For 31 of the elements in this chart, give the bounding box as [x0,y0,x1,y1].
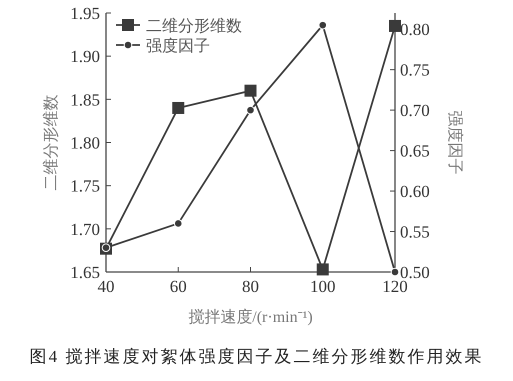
point [318,20,328,30]
point [244,84,256,97]
point [102,243,110,252]
x-tick-label: 60 [170,277,187,296]
y-tick-label: 1.70 [70,220,100,239]
legend-label: 强度因子 [146,37,210,55]
legend-label: 二维分形维数 [146,17,242,35]
y-tick-label: 1.90 [70,47,100,66]
y-tick-label: 1.75 [70,176,100,196]
caption: 图4 搅拌速度对絮体强度因子及二维分形维数作用效果 [30,347,484,366]
point [389,20,401,32]
x-tick-label: 100 [310,277,336,296]
y2-tick-label: 0.70 [400,101,430,120]
y-tick-label: 1.95 [70,4,100,23]
y2-tick-label: 0.60 [400,182,430,202]
y2-tick-label: 0.80 [400,20,430,40]
y2-tick-label: 0.65 [400,142,430,161]
point [246,106,255,114]
y2-tick-label: 0.55 [400,222,430,242]
x-tick-label: 80 [242,277,259,296]
point [390,268,400,276]
y-tick-label: 1.85 [70,90,100,110]
point [316,263,329,276]
y2-axis-title: 强度因子 [446,110,464,174]
y-tick-label: 1.65 [70,263,100,282]
x-tick-label: 40 [98,277,114,296]
y-tick-label: 1.80 [70,134,100,152]
y-axis-title: 二维分形维数 [42,94,60,190]
point [172,102,184,114]
y2-tick-label: 0.75 [400,60,430,80]
x-axis-title: 搅拌速度/(r·min⁻¹) [188,308,313,326]
